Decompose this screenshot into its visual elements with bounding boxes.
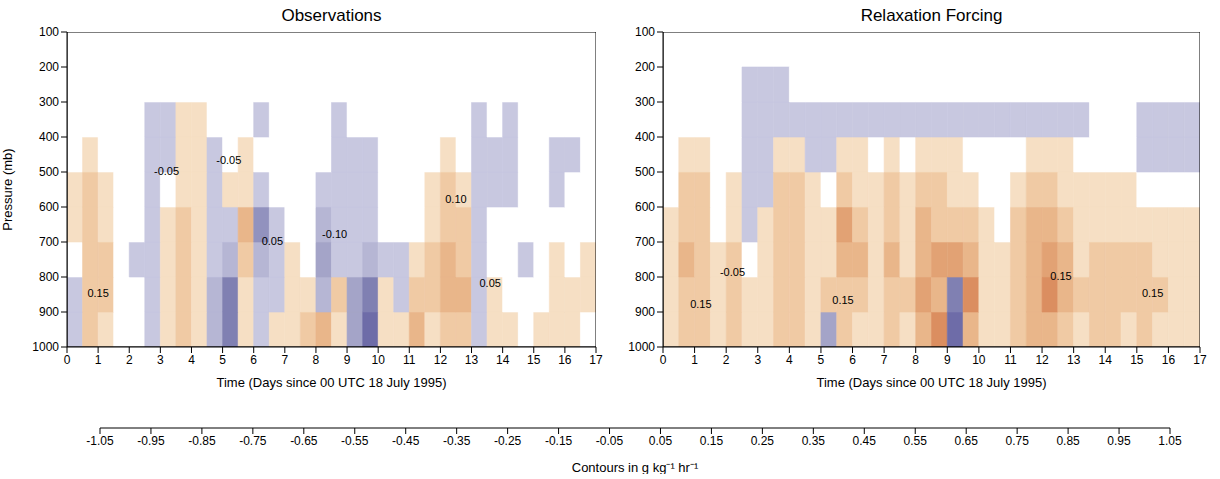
svg-text:700: 700 xyxy=(635,235,655,249)
svg-text:-0.05: -0.05 xyxy=(216,154,241,166)
svg-text:6: 6 xyxy=(849,353,856,367)
svg-text:12: 12 xyxy=(434,353,448,367)
svg-text:100: 100 xyxy=(39,25,59,39)
svg-text:0.15: 0.15 xyxy=(1050,270,1071,282)
svg-text:12: 12 xyxy=(1035,353,1049,367)
svg-text:300: 300 xyxy=(39,95,59,109)
svg-text:-0.45: -0.45 xyxy=(392,434,420,448)
svg-text:0.05: 0.05 xyxy=(479,277,500,289)
svg-text:Time (Days since 00 UTC 18 Jul: Time (Days since 00 UTC 18 July 1995) xyxy=(817,375,1047,390)
svg-text:-0.05: -0.05 xyxy=(720,266,745,278)
svg-text:13: 13 xyxy=(1067,353,1081,367)
svg-text:1.05: 1.05 xyxy=(1158,434,1182,448)
svg-text:300: 300 xyxy=(635,95,655,109)
svg-text:0.55: 0.55 xyxy=(904,434,928,448)
svg-text:200: 200 xyxy=(39,60,59,74)
svg-text:0.10: 0.10 xyxy=(445,193,466,205)
html-text:Observations: Observations xyxy=(281,6,382,25)
svg-text:6: 6 xyxy=(250,353,257,367)
svg-text:0.15: 0.15 xyxy=(832,294,853,306)
svg-text:-0.35: -0.35 xyxy=(443,434,471,448)
svg-text:-0.85: -0.85 xyxy=(188,434,216,448)
svg-text:4: 4 xyxy=(786,353,793,367)
svg-text:900: 900 xyxy=(39,305,59,319)
svg-text:-1.05: -1.05 xyxy=(86,434,114,448)
svg-text:0.45: 0.45 xyxy=(853,434,877,448)
svg-text:9: 9 xyxy=(344,353,351,367)
svg-text:0.05: 0.05 xyxy=(649,434,673,448)
svg-text:3: 3 xyxy=(754,353,761,367)
svg-text:400: 400 xyxy=(39,130,59,144)
svg-text:600: 600 xyxy=(635,200,655,214)
svg-text:800: 800 xyxy=(39,270,59,284)
svg-text:13: 13 xyxy=(465,353,479,367)
svg-text:0.95: 0.95 xyxy=(1107,434,1131,448)
svg-text:-0.10: -0.10 xyxy=(322,228,347,240)
svg-text:Contours in g kg⁻¹ hr⁻¹: Contours in g kg⁻¹ hr⁻¹ xyxy=(572,460,699,474)
svg-text:10: 10 xyxy=(972,353,986,367)
svg-text:4: 4 xyxy=(188,353,195,367)
svg-text:5: 5 xyxy=(818,353,825,367)
html-text:Relaxation Forcing: Relaxation Forcing xyxy=(860,6,1003,25)
svg-text:7: 7 xyxy=(881,353,888,367)
svg-text:700: 700 xyxy=(39,235,59,249)
svg-text:0.65: 0.65 xyxy=(955,434,979,448)
svg-text:3: 3 xyxy=(157,353,164,367)
svg-text:0.15: 0.15 xyxy=(1142,287,1163,299)
svg-text:400: 400 xyxy=(635,130,655,144)
svg-text:0: 0 xyxy=(64,353,71,367)
svg-text:Pressure (mb): Pressure (mb) xyxy=(0,148,15,230)
svg-text:17: 17 xyxy=(589,353,603,367)
svg-text:7: 7 xyxy=(281,353,288,367)
svg-text:0.35: 0.35 xyxy=(802,434,826,448)
svg-text:200: 200 xyxy=(635,60,655,74)
svg-text:1000: 1000 xyxy=(628,340,655,354)
svg-text:11: 11 xyxy=(1004,353,1017,367)
svg-text:-0.65: -0.65 xyxy=(290,434,318,448)
svg-text:-0.95: -0.95 xyxy=(137,434,165,448)
svg-text:8: 8 xyxy=(912,353,919,367)
svg-text:0.15: 0.15 xyxy=(690,298,711,310)
svg-text:10: 10 xyxy=(371,353,385,367)
svg-text:11: 11 xyxy=(403,353,416,367)
svg-text:0.85: 0.85 xyxy=(1056,434,1080,448)
svg-text:2: 2 xyxy=(126,353,133,367)
svg-text:-0.05: -0.05 xyxy=(596,434,624,448)
svg-text:15: 15 xyxy=(1130,353,1144,367)
svg-text:Time (Days since 00 UTC 18 Jul: Time (Days since 00 UTC 18 July 1995) xyxy=(217,375,447,390)
svg-text:500: 500 xyxy=(39,165,59,179)
svg-text:0.15: 0.15 xyxy=(700,434,724,448)
svg-text:2: 2 xyxy=(723,353,730,367)
svg-text:0.75: 0.75 xyxy=(1005,434,1029,448)
svg-text:-0.05: -0.05 xyxy=(154,165,179,177)
svg-text:1000: 1000 xyxy=(32,340,59,354)
svg-text:16: 16 xyxy=(558,353,572,367)
svg-text:600: 600 xyxy=(39,200,59,214)
svg-text:17: 17 xyxy=(1193,353,1207,367)
svg-text:15: 15 xyxy=(527,353,541,367)
svg-text:800: 800 xyxy=(635,270,655,284)
svg-text:0.05: 0.05 xyxy=(262,235,283,247)
svg-text:1: 1 xyxy=(691,353,698,367)
svg-text:100: 100 xyxy=(635,25,655,39)
svg-text:14: 14 xyxy=(1099,353,1113,367)
svg-text:-0.55: -0.55 xyxy=(341,434,369,448)
svg-text:0.15: 0.15 xyxy=(87,287,108,299)
svg-text:900: 900 xyxy=(635,305,655,319)
svg-text:5: 5 xyxy=(219,353,226,367)
svg-text:1: 1 xyxy=(95,353,102,367)
svg-text:-0.75: -0.75 xyxy=(239,434,267,448)
svg-text:-0.25: -0.25 xyxy=(494,434,522,448)
svg-text:9: 9 xyxy=(944,353,951,367)
svg-text:14: 14 xyxy=(496,353,510,367)
svg-text:-0.15: -0.15 xyxy=(545,434,573,448)
svg-text:500: 500 xyxy=(635,165,655,179)
svg-text:0: 0 xyxy=(660,353,667,367)
svg-text:0.25: 0.25 xyxy=(751,434,775,448)
svg-text:16: 16 xyxy=(1162,353,1176,367)
svg-text:8: 8 xyxy=(313,353,320,367)
